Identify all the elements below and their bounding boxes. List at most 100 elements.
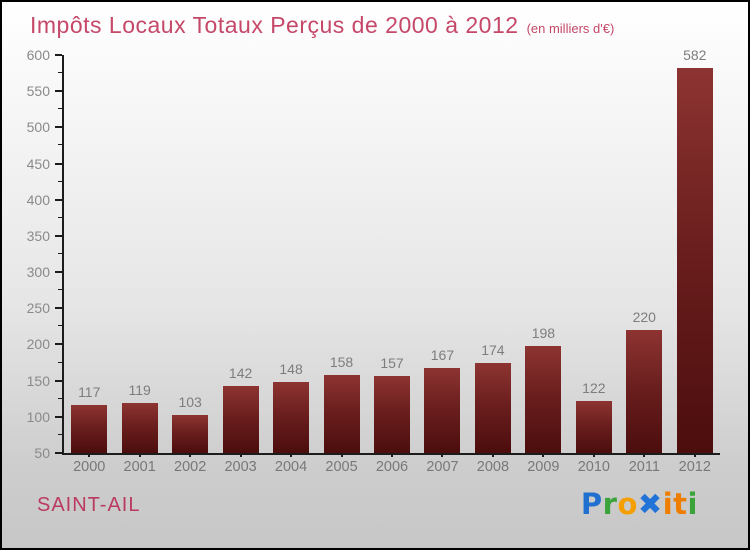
y-minor-tick (58, 289, 62, 291)
y-tick-label: 550 (26, 83, 50, 100)
x-mark-icon: ✖ (637, 487, 663, 521)
y-major-tick (55, 307, 62, 310)
bar-value-label: 148 (279, 361, 303, 378)
logo-letter: P (580, 487, 603, 521)
chart-header: Impôts Locaux Totaux Perçus de 2000 à 20… (30, 12, 614, 39)
y-tick-label: 200 (26, 336, 50, 353)
y-minor-tick (58, 433, 62, 435)
y-tick-label: 350 (26, 227, 50, 244)
bar-value-label: 582 (683, 47, 707, 64)
bar-2011 (626, 329, 663, 453)
bar-value-label: 198 (531, 324, 556, 341)
bar-value-label: 220 (632, 308, 656, 325)
y-major-tick (55, 343, 62, 346)
x-tick (189, 453, 192, 457)
bar-2003 (222, 386, 259, 453)
year-label: 2006 (375, 459, 409, 475)
bar-2010 (575, 400, 612, 453)
year-label: 2007 (426, 459, 459, 475)
y-tick-label: 50 (34, 445, 50, 461)
x-tick (340, 453, 343, 457)
x-tick (441, 453, 444, 457)
chart-title: Impôts Locaux Totaux Perçus de 2000 à 20… (30, 12, 519, 38)
y-minor-tick (58, 144, 62, 146)
logo-letter: i (687, 487, 698, 521)
bar-2001 (121, 403, 158, 453)
x-tick (643, 453, 646, 457)
y-tick-label: 100 (26, 408, 50, 425)
chart-subtitle: (en milliers d'€) (526, 21, 615, 36)
y-minor-tick (58, 108, 62, 110)
year-label: 2002 (174, 459, 207, 475)
y-tick-label: 250 (26, 300, 50, 317)
y-minor-tick (58, 325, 62, 327)
location-label: SAINT-AIL (37, 494, 141, 516)
y-minor-tick (58, 253, 62, 254)
bar-value-label: 142 (228, 365, 253, 382)
x-tick (592, 453, 595, 457)
y-major-tick (55, 271, 62, 274)
x-tick (138, 453, 141, 457)
y-minor-tick (58, 361, 62, 363)
y-major-tick (55, 452, 62, 454)
year-label: 2012 (678, 459, 711, 475)
year-label: 2001 (123, 459, 156, 475)
y-major-tick (55, 90, 62, 93)
bar-2002 (172, 414, 209, 453)
bar-2006 (374, 375, 410, 453)
x-tick (88, 453, 91, 457)
bar-value-label: 122 (582, 379, 606, 396)
y-tick-label: 450 (26, 155, 50, 172)
y-tick-label: 600 (26, 47, 50, 63)
bar-value-label: 174 (481, 342, 505, 359)
bar-value-label: 103 (178, 393, 202, 410)
bar-2009 (525, 345, 562, 453)
logo-letter: i (662, 487, 674, 521)
x-tick (239, 453, 242, 457)
bar-value-label: 117 (78, 383, 101, 400)
y-tick-label: 400 (26, 191, 50, 208)
x-tick (391, 453, 393, 457)
y-tick-label: 500 (26, 119, 50, 136)
y-tick-label: 300 (26, 264, 50, 281)
bar-2008 (474, 363, 511, 453)
year-label: 2011 (628, 459, 660, 475)
bar-2004 (273, 382, 310, 453)
bar-value-label: 119 (128, 382, 151, 399)
year-label: 2000 (73, 459, 106, 475)
y-major-tick (55, 162, 62, 165)
logo-letter: t (673, 487, 688, 521)
bar-2007 (424, 368, 461, 453)
y-major-tick (55, 415, 62, 418)
year-label: 2009 (527, 459, 560, 475)
logo-letter: o (617, 487, 638, 521)
y-major-tick (55, 379, 62, 382)
x-tick (542, 453, 545, 457)
x-tick (290, 453, 293, 457)
bar-2012 (676, 68, 713, 453)
bar-value-label: 158 (329, 353, 354, 370)
y-minor-tick (58, 180, 62, 182)
plot-area: 50 100 150 200 250 300 350 400 450 500 550 600 117 20… (27, 47, 720, 475)
y-axis (62, 55, 64, 453)
y-major-tick (55, 126, 62, 129)
year-label: 2008 (476, 459, 510, 475)
year-label: 2005 (325, 459, 358, 475)
bar-2005 (323, 374, 360, 453)
year-label: 2004 (274, 459, 308, 475)
proxiti-logo[interactable]: Pro✖iti (581, 487, 698, 521)
y-minor-tick (58, 216, 62, 218)
bar-value-label: 157 (380, 354, 404, 371)
x-tick (693, 453, 696, 457)
y-minor-tick (58, 72, 62, 74)
bar-value-label: 167 (430, 347, 455, 364)
y-tick-label: 150 (26, 372, 50, 389)
x-tick (491, 453, 494, 457)
year-label: 2003 (224, 459, 257, 475)
bar-2000 (71, 404, 108, 453)
logo-letter: r (602, 487, 618, 521)
y-major-tick (55, 54, 62, 56)
y-major-tick (55, 198, 62, 201)
y-major-tick (55, 234, 62, 237)
